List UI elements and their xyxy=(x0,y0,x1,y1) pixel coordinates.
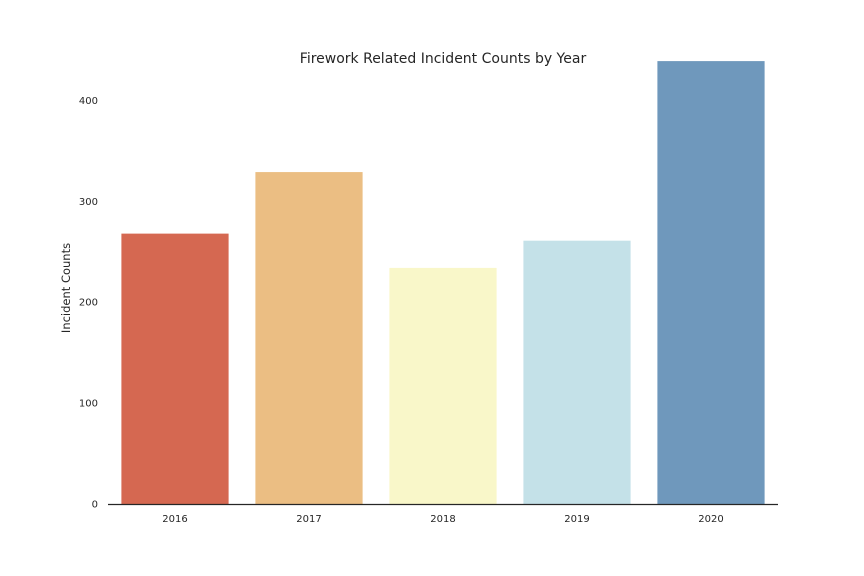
y-tick-label-100: 100 xyxy=(79,399,98,410)
bar-2020 xyxy=(657,61,765,504)
x-tick-labels: 2016 2017 2018 2019 2020 xyxy=(162,514,723,525)
x-tick-label-2017: 2017 xyxy=(296,514,321,525)
x-tick-label-2018: 2018 xyxy=(430,514,455,525)
bars-group xyxy=(121,61,765,504)
y-tick-label-200: 200 xyxy=(79,298,98,309)
y-tick-label-0: 0 xyxy=(92,500,98,511)
bar-2018 xyxy=(389,267,497,504)
bar-2017 xyxy=(255,172,363,504)
y-tick-labels: 0 100 200 300 400 xyxy=(79,96,98,511)
y-axis-label: Incident Counts xyxy=(59,243,73,333)
bar-2016 xyxy=(121,233,229,504)
y-tick-label-400: 400 xyxy=(79,96,98,107)
x-tick-label-2016: 2016 xyxy=(162,514,187,525)
chart-title: Firework Related Incident Counts by Year xyxy=(300,51,587,67)
x-tick-label-2020: 2020 xyxy=(698,514,723,525)
x-tick-label-2019: 2019 xyxy=(564,514,589,525)
bar-2019 xyxy=(523,240,631,504)
y-tick-label-300: 300 xyxy=(79,197,98,208)
